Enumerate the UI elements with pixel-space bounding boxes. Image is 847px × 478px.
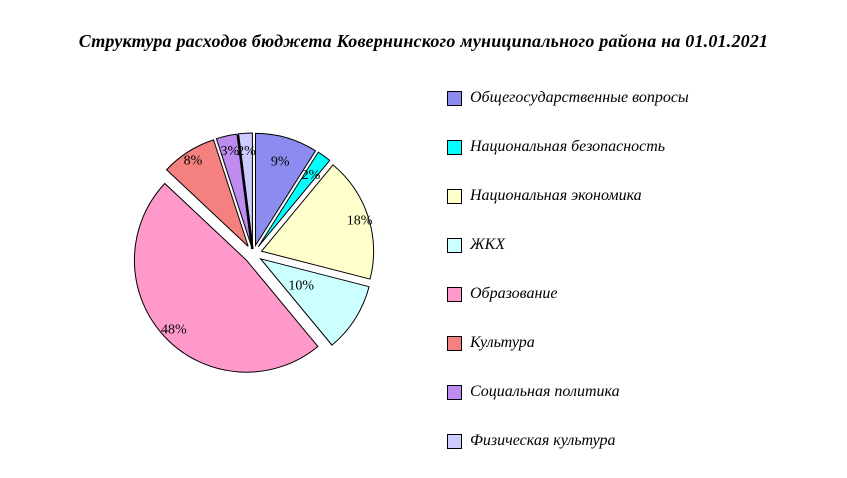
- legend-label: Социальная политика: [470, 383, 620, 400]
- legend-label: ЖКХ: [470, 236, 506, 253]
- pie-slice-4: [259, 257, 370, 346]
- legend-swatch: [447, 433, 462, 449]
- pie-slice-7: [215, 133, 252, 246]
- pie-slice-1: [255, 132, 317, 248]
- legend-label: Общегосударственные вопросы: [470, 89, 689, 106]
- legend-item-6: Культура: [447, 334, 689, 351]
- pie-slice-5: [133, 182, 319, 373]
- legend-swatch: [447, 335, 462, 351]
- slice-percent-label: 8%: [184, 153, 203, 168]
- legend-swatch: [447, 384, 462, 400]
- legend-item-2: Национальная безопасность: [447, 138, 689, 155]
- slice-percent-label: 2%: [237, 144, 256, 159]
- legend-swatch: [447, 237, 462, 253]
- legend-label: Физическая культура: [470, 432, 616, 449]
- legend: Общегосударственные вопросы Национальная …: [447, 89, 689, 478]
- zero-width-slice: [236, 134, 254, 250]
- pie-slice-3: [260, 164, 375, 280]
- chart-title: Структура расходов бюджета Ковернинского…: [78, 31, 769, 51]
- slice-percent-label: 9%: [271, 154, 290, 169]
- legend-label: Национальная экономика: [470, 187, 642, 204]
- slice-percent-label: 3%: [220, 144, 239, 159]
- pie-slice-6: [165, 139, 249, 247]
- legend-label: Культура: [470, 334, 535, 351]
- legend-item-4: ЖКХ: [447, 236, 689, 253]
- legend-item-5: Образование: [447, 285, 689, 302]
- legend-item-3: Национальная экономика: [447, 187, 689, 204]
- slice-percent-label: 2%: [302, 168, 321, 183]
- legend-item-8: Физическая культура: [447, 432, 689, 449]
- slice-percent-label: 18%: [347, 213, 373, 228]
- slice-percent-label: 10%: [288, 279, 314, 294]
- legend-swatch: [447, 90, 462, 106]
- legend-item-7: Социальная политика: [447, 383, 689, 400]
- pie-slice-2: [257, 151, 331, 248]
- slice-percent-label: 48%: [161, 322, 187, 337]
- legend-swatch: [447, 188, 462, 204]
- legend-item-1: Общегосударственные вопросы: [447, 89, 689, 106]
- legend-label: Образование: [470, 285, 558, 302]
- legend-label: Национальная безопасность: [470, 138, 666, 155]
- legend-swatch: [447, 286, 462, 302]
- legend-swatch: [447, 139, 462, 155]
